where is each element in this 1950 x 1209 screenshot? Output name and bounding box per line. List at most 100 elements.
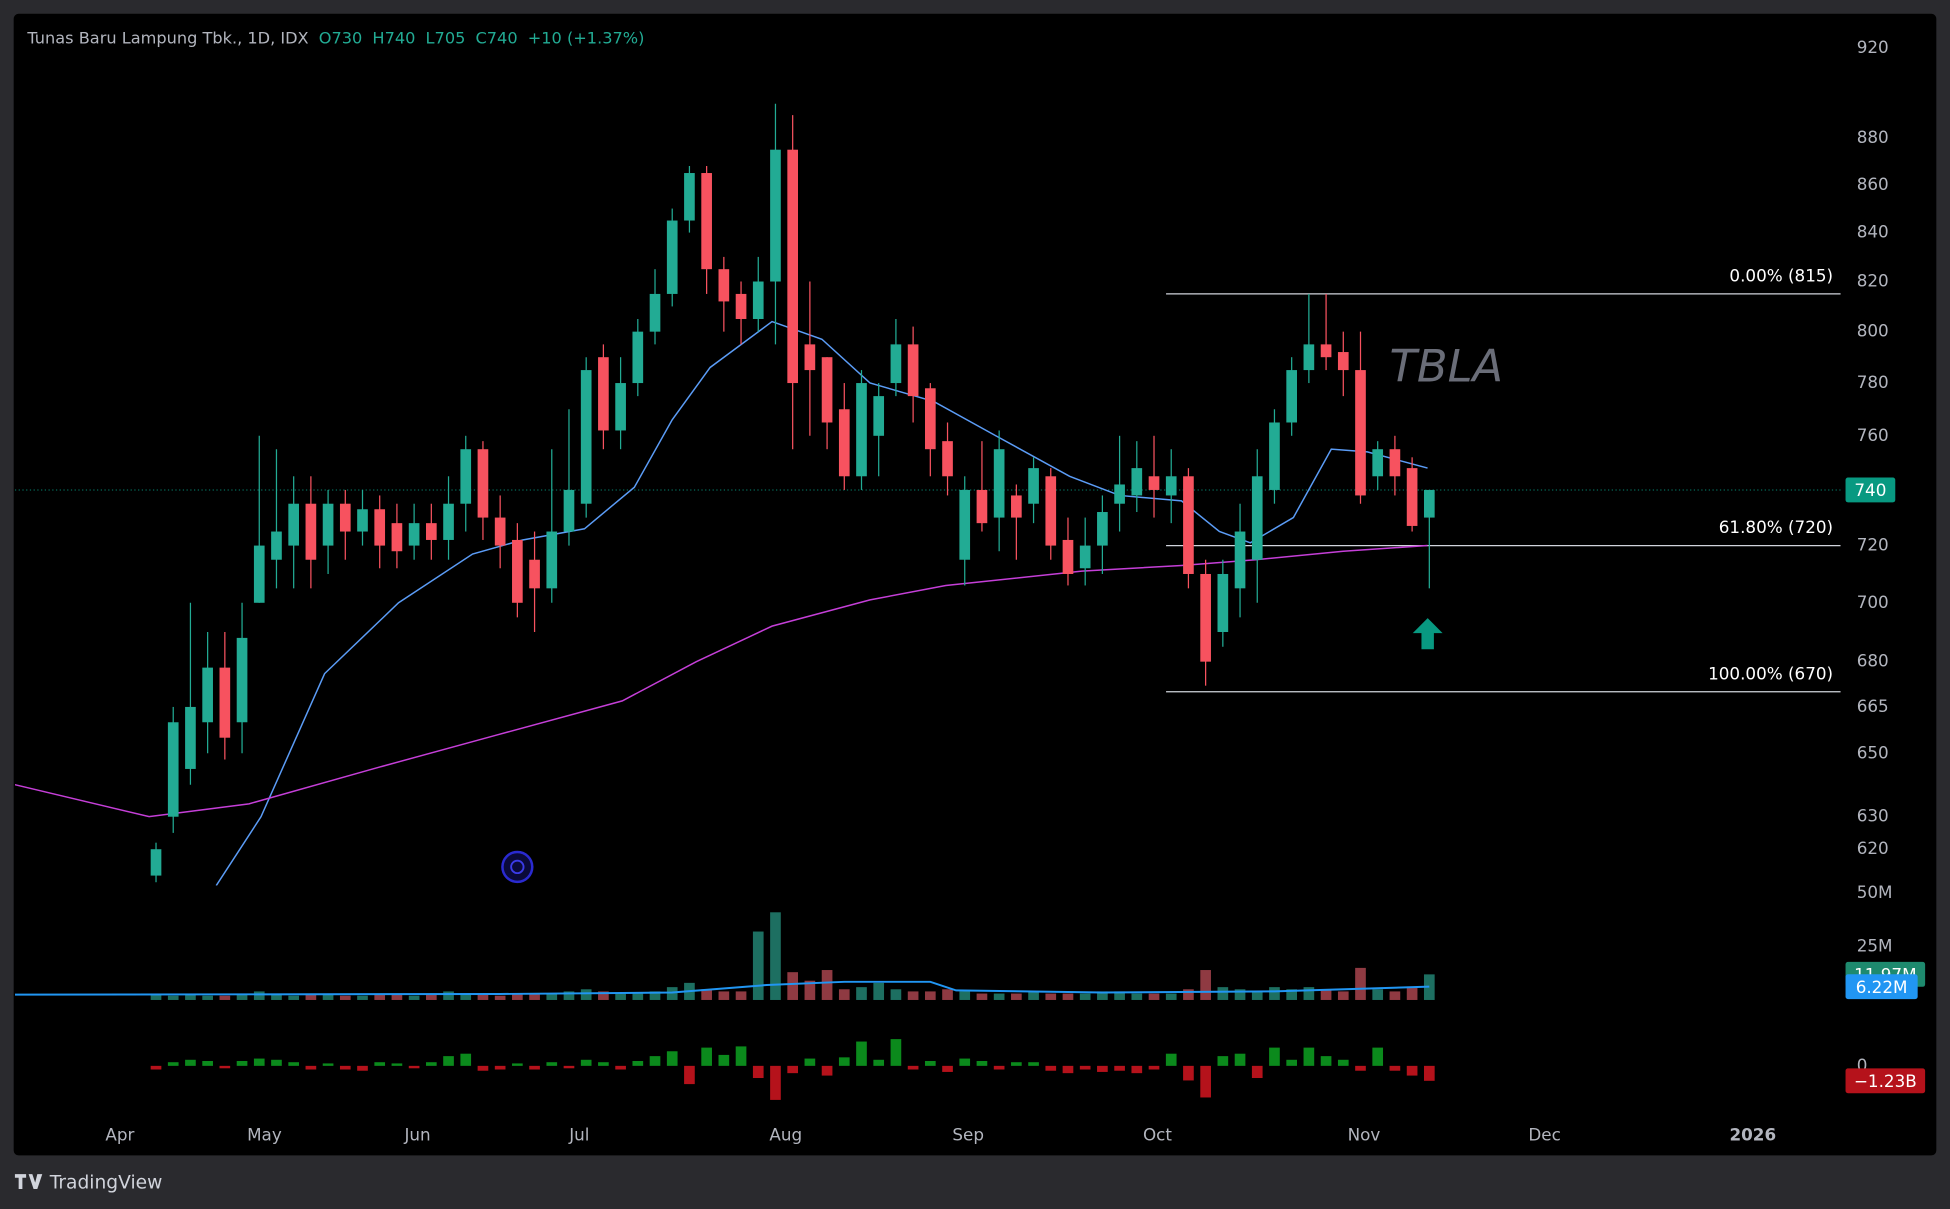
- volume-bar: [150, 993, 162, 1000]
- volume-bar: [477, 993, 489, 1000]
- flow-bar: [477, 1065, 489, 1071]
- volume-bar: [563, 991, 575, 1000]
- volume-bar: [890, 989, 902, 1000]
- volume-bar: [1337, 991, 1349, 1000]
- volume-bar: [976, 993, 988, 1000]
- volume-bar: [856, 987, 867, 1000]
- flow-pane: [150, 1039, 1435, 1100]
- change-value: +10 (+1.37%): [528, 28, 645, 47]
- flow-bar: [425, 1062, 437, 1066]
- volume-ma-last-box: [1845, 974, 1918, 1000]
- legend-header: Tunas Baru Lampung Tbk., 1D, IDX O730 H7…: [26, 28, 644, 47]
- volume-bar: [1372, 989, 1384, 1000]
- flow-bar: [598, 1062, 609, 1066]
- volume-bar: [718, 991, 730, 1000]
- candle-body: [391, 523, 403, 552]
- candle-body: [701, 173, 712, 270]
- volume-bar: [1062, 993, 1074, 1000]
- candle-body: [546, 531, 558, 589]
- volume-bar: [288, 995, 300, 1000]
- volume-tick-label: 50M: [1857, 882, 1893, 902]
- volume-bar: [512, 993, 523, 1000]
- flow-bar: [546, 1062, 558, 1066]
- flow-bar: [288, 1062, 300, 1066]
- x-tick-label: Jun: [403, 1125, 430, 1145]
- volume-bar: [271, 993, 282, 1000]
- flow-bar: [529, 1065, 540, 1070]
- candle-body: [752, 281, 764, 319]
- y-tick-label: 665: [1857, 696, 1889, 716]
- flow-bar: [615, 1065, 626, 1070]
- candle-body: [873, 396, 885, 436]
- volume-bar: [460, 993, 472, 1000]
- flow-bar: [924, 1060, 936, 1066]
- volume-bar: [993, 993, 1005, 1000]
- candle-body: [374, 509, 386, 546]
- candle-body: [907, 344, 919, 397]
- candle-body: [1372, 449, 1384, 477]
- candle-body: [1355, 370, 1366, 496]
- candle-body: [632, 331, 644, 384]
- volume-bar: [1423, 974, 1435, 1000]
- volume-bar: [357, 995, 368, 1000]
- high-value: H740: [372, 28, 415, 47]
- flow-bar: [253, 1058, 265, 1066]
- candle-body: [838, 409, 850, 477]
- candle-body: [770, 149, 781, 282]
- candle-body: [890, 344, 902, 384]
- y-tick-label: 800: [1857, 321, 1889, 341]
- candle-body: [185, 706, 196, 769]
- event-icon-inner: [510, 859, 525, 875]
- flow-last-box: [1845, 1068, 1926, 1094]
- candle-body: [1389, 449, 1401, 477]
- volume-ma: [14, 980, 1430, 996]
- x-tick-label: Sep: [952, 1125, 984, 1145]
- volume-bar: [649, 991, 661, 1000]
- flow-bar: [804, 1058, 816, 1066]
- candle-body: [1251, 476, 1263, 560]
- candle-body: [924, 388, 936, 450]
- flow-bar: [787, 1065, 799, 1074]
- candle-body: [821, 357, 833, 423]
- flow-bar: [1131, 1065, 1143, 1074]
- flow-bar: [838, 1057, 850, 1066]
- candle-body: [460, 449, 472, 504]
- candle-body: [1217, 573, 1229, 633]
- flow-bar: [271, 1059, 282, 1066]
- volume-bar: [804, 980, 816, 1000]
- volume-ma-last-label: 6.22M: [1856, 977, 1908, 997]
- candle-body: [1200, 573, 1211, 662]
- chart-area: [13, 13, 1937, 1156]
- candle-body: [942, 441, 953, 477]
- flow-bar: [907, 1065, 919, 1070]
- event-icon[interactable]: [501, 850, 534, 884]
- volume-bar: [1131, 993, 1143, 1000]
- candle-body: [787, 149, 799, 384]
- candle-body: [339, 503, 351, 532]
- flow-bar: [512, 1063, 523, 1066]
- volume-bar: [735, 991, 747, 1000]
- volume-bar: [322, 993, 334, 1000]
- flow-bar: [770, 1065, 781, 1100]
- candle-body: [512, 539, 523, 603]
- volume-pane: [14, 912, 1435, 1000]
- candle-body: [425, 523, 437, 540]
- flow-bar: [1045, 1065, 1057, 1071]
- flow-bar: [1097, 1065, 1108, 1072]
- volume-bar: [1303, 987, 1315, 1000]
- candle-body: [529, 559, 540, 589]
- volume-bar: [1148, 993, 1160, 1000]
- y-tick-label: 680: [1857, 651, 1889, 671]
- candle-body: [718, 269, 730, 302]
- flow-bar: [357, 1065, 368, 1071]
- candle-body: [1286, 370, 1297, 423]
- y-tick-label: 620: [1857, 838, 1889, 858]
- flow-bar: [1320, 1056, 1332, 1066]
- candle-body: [1062, 539, 1074, 574]
- candle-body: [1011, 495, 1022, 518]
- volume-bar: [1320, 989, 1332, 1000]
- volume-bar: [1286, 989, 1297, 1000]
- y-tick-label: 630: [1857, 806, 1889, 826]
- candle-body: [1234, 531, 1246, 589]
- flow-bar: [322, 1063, 334, 1066]
